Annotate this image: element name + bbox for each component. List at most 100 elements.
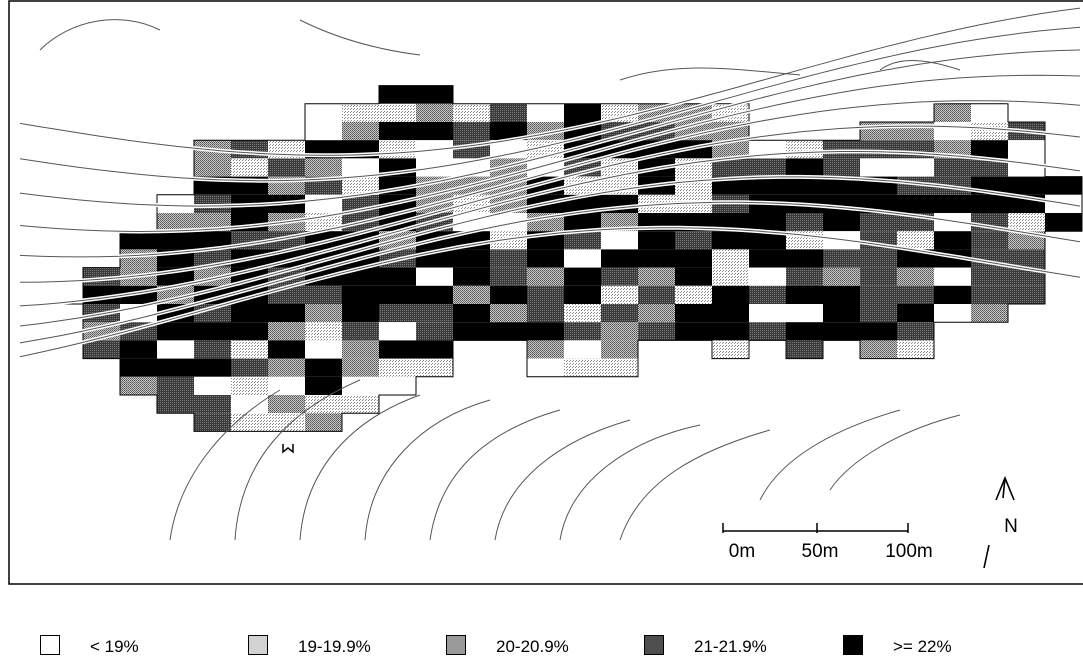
contour-line [19,227,1081,358]
legend-label: >= 22% [893,637,952,656]
grid-cell [601,322,638,341]
grid-cell [675,304,712,323]
grid-cell [786,340,823,359]
grid-cell [675,322,712,341]
grid-cell [601,340,638,359]
grid-cell [823,176,860,195]
grid-cell [712,140,749,159]
grid-cell [638,267,675,286]
grid-cell [453,285,490,304]
contour-line [494,419,631,541]
grid-cell [527,249,564,268]
scale-bar: 0m 50m 100m [722,523,933,562]
grid-cell [231,322,268,341]
grid-cell [453,122,490,141]
legend-label: 19-19.9% [298,637,371,656]
grid-cell [490,322,527,341]
grid-cell [379,122,416,141]
grid-cell [934,304,971,323]
grid-cell [305,395,342,414]
grid-cell [416,304,453,323]
grid-cell [712,249,749,268]
grid-cell [453,249,490,268]
grid-cell [120,249,157,268]
grid-cell [231,376,268,395]
grid-cell [120,358,157,377]
grid-cell [749,285,786,304]
grid-cell [897,267,934,286]
grid-cell [749,267,786,286]
grid-cell [342,322,379,341]
grid-cell [453,304,490,323]
grid-cell [379,304,416,323]
legend-item-22: >= 22% [843,635,993,663]
grid-cell [268,322,305,341]
grid-cell [194,413,231,432]
grid-cell [231,158,268,177]
grid-cell [860,267,897,286]
grid-cell [268,158,305,177]
grid-cell [490,285,527,304]
grid-cell [934,158,971,177]
grid-cell [157,376,194,395]
grid-cell [638,231,675,250]
grid-cell [786,267,823,286]
grid-cell [157,213,194,232]
grid-cell [675,267,712,286]
grid-cell [712,285,749,304]
legend-item-21: 21-21.9% [644,635,794,663]
legend-swatch [248,635,268,655]
grid-cell [823,158,860,177]
grid-cell [268,304,305,323]
grid-cell [268,376,305,395]
contour-line [234,379,361,541]
grid-cell [342,340,379,359]
grid-cell [749,304,786,323]
grid-cell [1008,140,1045,159]
grid-cell [305,358,342,377]
grid-cell [231,358,268,377]
north-arrow: N [983,475,1018,569]
grid-cell [416,285,453,304]
grid-cell [194,231,231,250]
grid-cell [971,304,1008,323]
grid-cell [786,249,823,268]
contour-line [429,409,561,541]
legend-swatch [644,635,664,655]
grid-cell [564,358,601,377]
grid-cell [860,213,897,232]
grid-cell [268,340,305,359]
grid-cell [564,231,601,250]
grid-cell [823,140,860,159]
grid-cell [194,340,231,359]
grid-cell [971,267,1008,286]
grid-cell [1008,213,1045,232]
grid-cell [712,213,749,232]
grid-cell [897,231,934,250]
grid-cell [527,285,564,304]
grid-cell [416,267,453,286]
grid-cell [453,103,490,122]
contour-line [879,60,961,71]
grid-cell [712,176,749,195]
north-label: N [1004,516,1018,537]
grid-cell [897,158,934,177]
grid-cell [342,358,379,377]
grid-cell [490,304,527,323]
grid-cell [379,358,416,377]
grid-cell [860,285,897,304]
grid-cell [1008,285,1045,304]
grid-cell [342,285,379,304]
grid-cell [231,395,268,414]
grid-cell [83,340,120,359]
legend-item-19: 19-19.9% [248,635,398,663]
grid-cell [194,322,231,341]
grid-cell [490,103,527,122]
grid-cell [786,140,823,159]
grid-cell [194,395,231,414]
grid-cell [934,194,971,213]
grid-cell [823,213,860,232]
grid-cell [749,158,786,177]
grid-cell [342,395,379,414]
